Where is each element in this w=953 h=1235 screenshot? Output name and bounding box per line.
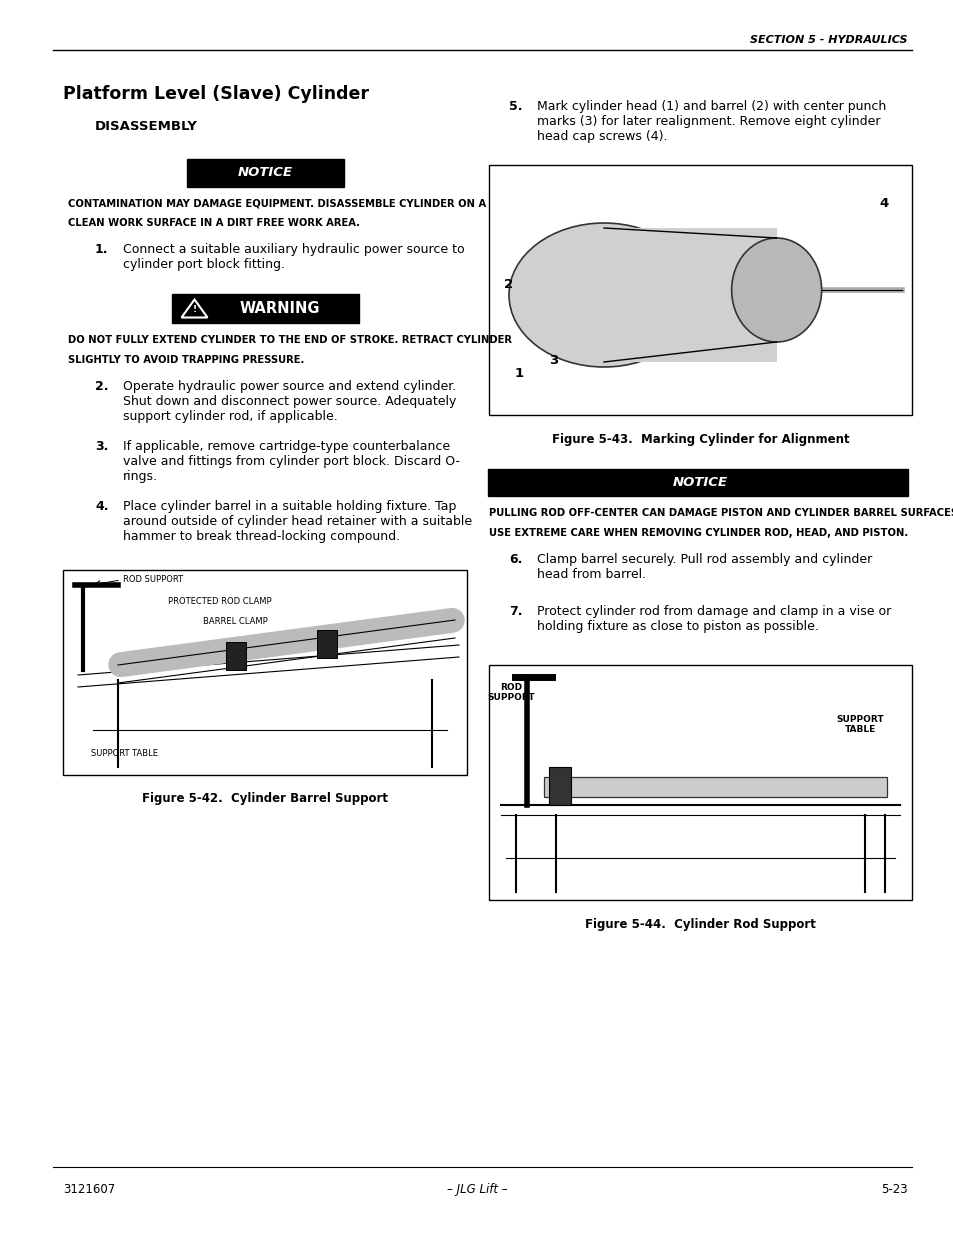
Text: WARNING: WARNING — [239, 301, 320, 316]
Text: NOTICE: NOTICE — [237, 167, 293, 179]
Bar — [548, 767, 571, 805]
Text: CLEAN WORK SURFACE IN A DIRT FREE WORK AREA.: CLEAN WORK SURFACE IN A DIRT FREE WORK A… — [68, 219, 359, 228]
Text: Figure 5-42.  Cylinder Barrel Support: Figure 5-42. Cylinder Barrel Support — [142, 792, 388, 805]
Text: 4: 4 — [879, 196, 887, 210]
Text: DO NOT FULLY EXTEND CYLINDER TO THE END OF STROKE. RETRACT CYLINDER: DO NOT FULLY EXTEND CYLINDER TO THE END … — [68, 335, 512, 345]
Bar — [226, 642, 246, 671]
Text: SUPPORT TABLE: SUPPORT TABLE — [91, 748, 158, 757]
Text: PULLING ROD OFF-CENTER CAN DAMAGE PISTON AND CYLINDER BARREL SURFACES.: PULLING ROD OFF-CENTER CAN DAMAGE PISTON… — [489, 508, 953, 517]
Text: 3.: 3. — [95, 440, 109, 453]
Bar — [316, 630, 336, 658]
Bar — [489, 165, 911, 415]
Text: SLIGHTLY TO AVOID TRAPPING PRESSURE.: SLIGHTLY TO AVOID TRAPPING PRESSURE. — [68, 354, 304, 366]
Text: 2.: 2. — [95, 380, 109, 393]
Text: Clamp barrel securely. Pull rod assembly and cylinder
head from barrel.: Clamp barrel securely. Pull rod assembly… — [537, 553, 871, 580]
Text: Platform Level (Slave) Cylinder: Platform Level (Slave) Cylinder — [63, 85, 369, 103]
Text: NOTICE: NOTICE — [672, 477, 727, 489]
Text: USE EXTREME CARE WHEN REMOVING CYLINDER ROD, HEAD, AND PISTON.: USE EXTREME CARE WHEN REMOVING CYLINDER … — [489, 529, 907, 538]
FancyArrowPatch shape — [121, 620, 452, 664]
Text: Place cylinder barrel in a suitable holding fixture. Tap
around outside of cylin: Place cylinder barrel in a suitable hold… — [123, 500, 472, 543]
Text: 1: 1 — [514, 367, 523, 379]
Bar — [63, 571, 467, 776]
FancyBboxPatch shape — [186, 159, 343, 186]
Polygon shape — [181, 300, 208, 317]
Text: – JLG Lift –: – JLG Lift – — [446, 1183, 507, 1195]
FancyBboxPatch shape — [488, 469, 907, 496]
Text: If applicable, remove cartridge-type counterbalance
valve and fittings from cyli: If applicable, remove cartridge-type cou… — [123, 440, 459, 483]
Text: Mark cylinder head (1) and barrel (2) with center punch
marks (3) for later real: Mark cylinder head (1) and barrel (2) wi… — [537, 100, 885, 143]
Text: Figure 5-44.  Cylinder Rod Support: Figure 5-44. Cylinder Rod Support — [584, 918, 815, 931]
FancyBboxPatch shape — [172, 294, 358, 324]
Text: BARREL CLAMP: BARREL CLAMP — [203, 618, 268, 626]
Text: 6.: 6. — [509, 553, 522, 566]
Ellipse shape — [731, 238, 821, 342]
Text: DISASSEMBLY: DISASSEMBLY — [95, 120, 197, 133]
Bar — [489, 664, 911, 900]
Text: Operate hydraulic power source and extend cylinder.
Shut down and disconnect pow: Operate hydraulic power source and exten… — [123, 380, 456, 424]
Text: SECTION 5 - HYDRAULICS: SECTION 5 - HYDRAULICS — [750, 35, 907, 44]
Text: PROTECTED ROD CLAMP: PROTECTED ROD CLAMP — [168, 598, 272, 606]
Bar — [543, 777, 886, 797]
Text: 7.: 7. — [509, 605, 522, 618]
Text: 1.: 1. — [95, 243, 109, 256]
Text: !: ! — [193, 305, 196, 314]
Text: Protect cylinder rod from damage and clamp in a vise or
holding fixture as close: Protect cylinder rod from damage and cla… — [537, 605, 890, 634]
Text: ROD
SUPPORT: ROD SUPPORT — [487, 683, 535, 703]
Text: 3: 3 — [549, 353, 558, 367]
Text: CONTAMINATION MAY DAMAGE EQUIPMENT. DISASSEMBLE CYLINDER ON A: CONTAMINATION MAY DAMAGE EQUIPMENT. DISA… — [68, 198, 486, 207]
Ellipse shape — [509, 224, 699, 367]
Bar — [603, 228, 776, 362]
Text: Figure 5-43.  Marking Cylinder for Alignment: Figure 5-43. Marking Cylinder for Alignm… — [551, 433, 848, 446]
Text: 5.: 5. — [509, 100, 522, 112]
Text: SUPPORT
TABLE: SUPPORT TABLE — [836, 715, 882, 735]
Text: 4.: 4. — [95, 500, 109, 513]
Text: ROD SUPPORT: ROD SUPPORT — [123, 576, 183, 584]
Text: 2: 2 — [504, 279, 513, 291]
Text: 5-23: 5-23 — [881, 1183, 907, 1195]
Text: Connect a suitable auxiliary hydraulic power source to
cylinder port block fitti: Connect a suitable auxiliary hydraulic p… — [123, 243, 464, 270]
Text: 3121607: 3121607 — [63, 1183, 115, 1195]
